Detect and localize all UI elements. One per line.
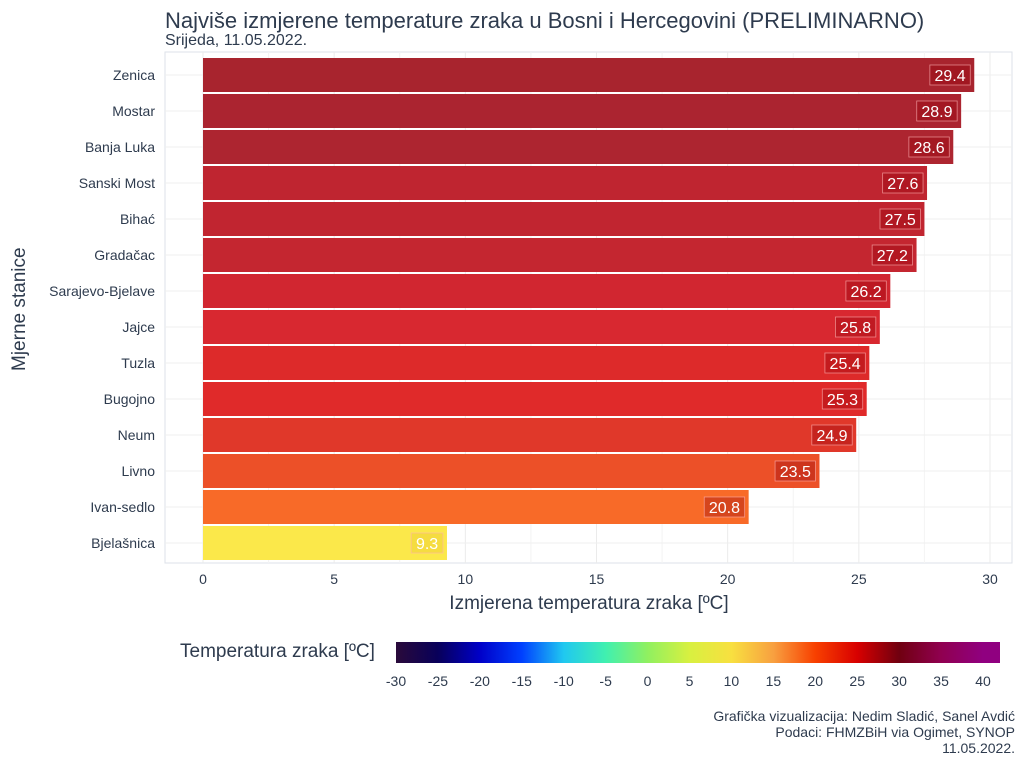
data-label: 27.2 (877, 248, 908, 265)
legend-tick-label: 5 (686, 673, 694, 689)
bar-banja luka (203, 130, 954, 164)
data-label: 28.6 (914, 140, 945, 157)
data-label: 27.6 (887, 176, 918, 193)
y-tick-label: Zenica (113, 67, 155, 83)
y-tick-label: Sarajevo-Bjelave (49, 283, 155, 299)
legend-tick-label: -25 (428, 673, 448, 689)
bar-livno (203, 454, 820, 488)
data-label: 25.3 (827, 392, 858, 409)
bar-sanski most (203, 166, 928, 200)
data-label: 9.3 (416, 536, 438, 553)
legend-tick-label: 20 (807, 673, 823, 689)
chart-subtitle: Srijeda, 11.05.2022. (165, 32, 308, 49)
data-label: 25.8 (840, 320, 871, 337)
data-label-box (871, 244, 913, 266)
x-tick-label: 0 (199, 571, 207, 587)
legend-tick-label: 40 (975, 673, 991, 689)
data-label-box (845, 280, 887, 302)
data-label: 26.2 (851, 284, 882, 301)
legend-tick-label: -5 (599, 673, 612, 689)
bar-bugojno (203, 382, 867, 416)
y-tick-label: Mostar (112, 103, 155, 119)
legend-tick-label: 25 (849, 673, 865, 689)
data-label: 23.5 (780, 464, 811, 481)
x-tick-label: 20 (720, 571, 736, 587)
bar-neum (203, 418, 857, 452)
data-label-box (703, 496, 746, 518)
bar-mostar (203, 94, 962, 128)
data-label-box (908, 136, 950, 158)
bar-gradačac (203, 238, 917, 272)
x-tick-label: 5 (330, 571, 338, 587)
data-label: 24.9 (816, 428, 847, 445)
x-tick-label: 30 (982, 571, 998, 587)
bar-tuzla (203, 346, 870, 380)
bar-jajce (203, 310, 880, 344)
colorbar (396, 642, 1000, 663)
data-label-box (824, 352, 866, 374)
x-axis-label: Izmjerena temperatura zraka [ºC] (449, 593, 729, 614)
y-tick-label: Jajce (122, 319, 155, 335)
legend-tick-label: -30 (386, 673, 406, 689)
credit-source: Podaci: FHMZBiH via Ogimet, SYNOP (775, 724, 1015, 740)
data-label-box (835, 316, 877, 338)
legend-title: Temperatura zraka [ºC] (180, 641, 375, 662)
legend-tick-label: 30 (891, 673, 907, 689)
data-label-box (821, 388, 864, 410)
x-tick-label: 15 (589, 571, 605, 587)
data-label-box (811, 424, 853, 446)
data-label: 27.5 (885, 212, 916, 229)
data-label: 25.4 (830, 356, 861, 373)
legend-tick-label: -10 (554, 673, 574, 689)
data-label-box (929, 64, 971, 86)
bar-bihać (203, 202, 925, 236)
y-tick-label: Banja Luka (85, 139, 155, 155)
credit-authors: Grafička vizualizacija: Nedim Sladić, Sa… (713, 708, 1015, 724)
y-tick-label: Gradačac (94, 247, 155, 263)
legend-tick-label: -15 (512, 673, 532, 689)
y-tick-label: Neum (118, 427, 155, 443)
legend-tick-label: 35 (933, 673, 949, 689)
data-label-box (882, 172, 924, 194)
data-label-box (879, 208, 921, 230)
data-label: 29.4 (934, 68, 965, 85)
y-tick-label: Bjelašnica (91, 535, 155, 551)
data-label-box (916, 100, 958, 122)
legend-tick-label: 15 (766, 673, 782, 689)
data-label-box (410, 532, 444, 554)
y-tick-label: Ivan-sedlo (90, 499, 155, 515)
chart-title: Najviše izmjerene temperature zraka u Bo… (165, 8, 925, 33)
bar-sarajevo-bjelave (203, 274, 891, 308)
x-tick-label: 25 (851, 571, 867, 587)
y-tick-label: Tuzla (121, 355, 155, 371)
y-tick-label: Bihać (120, 211, 155, 227)
x-tick-label: 10 (458, 571, 474, 587)
legend-tick-label: 10 (724, 673, 740, 689)
bar-zenica (203, 58, 975, 92)
legend-tick-label: -20 (470, 673, 490, 689)
data-label: 28.9 (921, 104, 952, 121)
bar-bjelašnica (203, 526, 447, 560)
bar-ivan-sedlo (203, 490, 749, 524)
y-tick-label: Bugojno (104, 391, 156, 407)
legend-tick-label: 0 (644, 673, 652, 689)
y-tick-label: Sanski Most (79, 175, 155, 191)
y-tick-label: Livno (122, 463, 156, 479)
credit-date: 11.05.2022. (942, 740, 1015, 756)
data-label: 20.8 (709, 500, 740, 517)
data-label-box (774, 460, 816, 482)
